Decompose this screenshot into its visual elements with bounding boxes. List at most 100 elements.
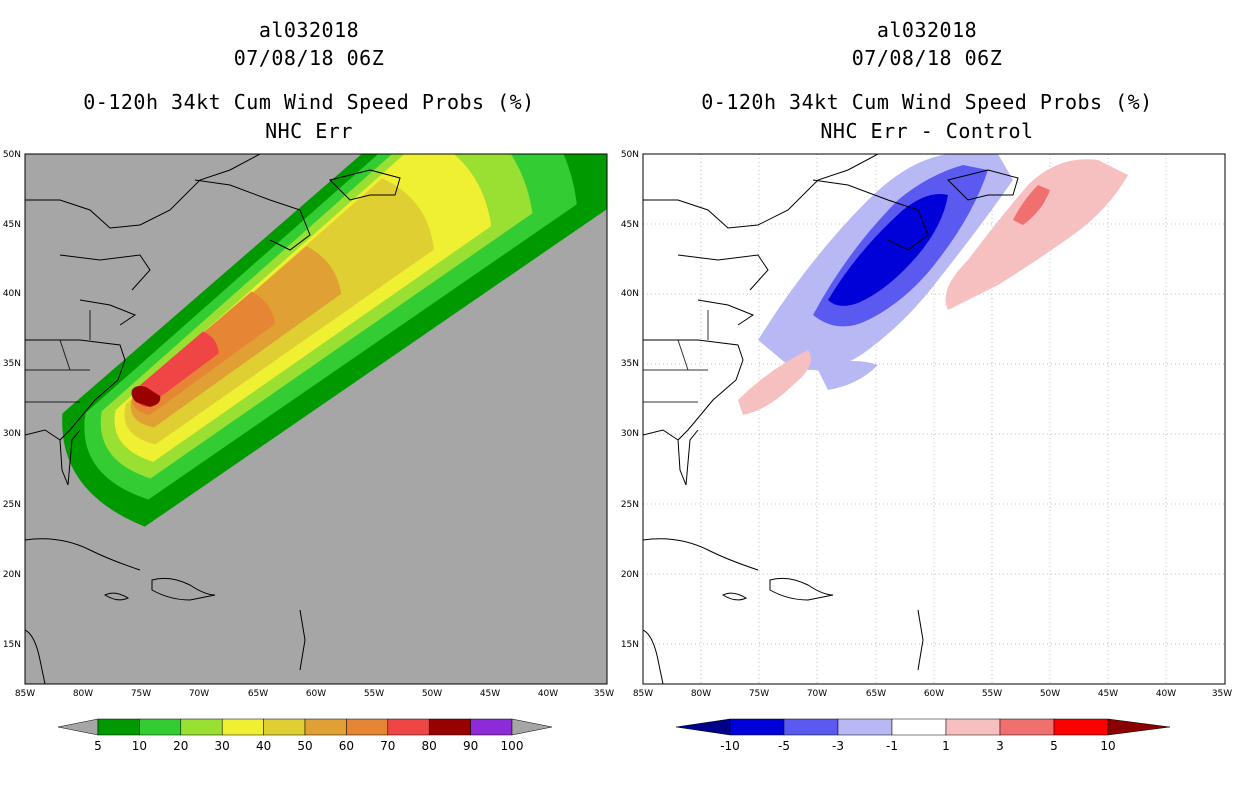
band-70 — [133, 331, 219, 408]
coastlines — [643, 154, 1019, 684]
lat-label: 20N — [621, 570, 639, 580]
lat-label: 40N — [3, 289, 21, 299]
probability-map: 85W 80W 75W 70W 65W 60W 55W 50W 45W 40W … — [3, 150, 614, 699]
map-frame — [642, 153, 1226, 685]
right-panel: al032018 07/08/18 06Z 0-120h 34kt Cum Wi… — [618, 0, 1236, 800]
lon-label: 65W — [866, 689, 886, 699]
colorbar-low-end — [57, 718, 99, 736]
colorbar-label: 10 — [1100, 739, 1115, 753]
colorbar-label: 1 — [942, 739, 950, 753]
colorbar-low-end — [675, 718, 731, 736]
colorbar-segment — [1053, 718, 1109, 736]
lon-label: 40W — [538, 689, 558, 699]
state-borders — [25, 310, 91, 403]
diff-plus-3 — [1013, 185, 1050, 225]
colorbar-high-end — [1107, 718, 1171, 736]
colorbar-segment — [837, 718, 893, 736]
lon-label: 35W — [1212, 689, 1232, 699]
lon-label: 55W — [364, 689, 384, 699]
colorbar-label: 90 — [463, 739, 478, 753]
colorbar-segment — [221, 718, 264, 736]
experiment-title: NHC Err — [265, 119, 353, 143]
lon-label: 70W — [189, 689, 209, 699]
experiment-title: NHC Err - Control — [820, 119, 1034, 143]
difference-map: 85W 80W 75W 70W 65W 60W 55W 50W 45W 40W … — [621, 150, 1232, 699]
colorbar-label: -3 — [832, 739, 844, 753]
colorbar-label: 40 — [256, 739, 271, 753]
colorbar-segment — [304, 718, 347, 736]
colorbar-segment — [139, 718, 182, 736]
lat-label: 35N — [3, 359, 21, 369]
colorbar-segment — [428, 718, 471, 736]
lon-label: 70W — [807, 689, 827, 699]
probability-swath — [62, 154, 607, 527]
colorbar-label: 30 — [215, 739, 230, 753]
colorbar-segment — [180, 718, 223, 736]
colorbar-segment — [387, 718, 430, 736]
colorbar-segment — [783, 718, 839, 736]
map-frame — [24, 153, 608, 685]
lon-label: 75W — [131, 689, 151, 699]
colorbar-label: 20 — [173, 739, 188, 753]
probability-colorbar: 5 10 20 30 40 50 60 70 80 90 100 — [57, 718, 553, 753]
product-title: 0-120h 34kt Cum Wind Speed Probs (%) — [701, 90, 1153, 114]
lat-axis: 15N 20N 25N 30N 35N 40N 45N 50N — [3, 150, 21, 650]
colorbar-label: 50 — [297, 739, 312, 753]
colorbar-segment — [346, 718, 389, 736]
colorbar-label: 10 — [132, 739, 147, 753]
colorbar-label: -5 — [778, 739, 790, 753]
lat-label: 50N — [3, 150, 21, 160]
lon-label: 85W — [15, 689, 35, 699]
difference-colorbar: -10 -5 -3 -1 1 3 5 10 — [675, 718, 1171, 753]
colorbar-segment — [945, 718, 1001, 736]
lat-label: 25N — [621, 500, 639, 510]
colorbar-label: 60 — [339, 739, 354, 753]
lon-label: 60W — [306, 689, 326, 699]
lat-label: 50N — [621, 150, 639, 160]
lat-label: 45N — [3, 220, 21, 230]
colorbar-label: 5 — [94, 739, 102, 753]
lat-label: 40N — [621, 289, 639, 299]
colorbar-high-end — [511, 718, 553, 736]
lon-label: 50W — [422, 689, 442, 699]
lon-label: 50W — [1040, 689, 1060, 699]
lat-axis: 15N 20N 25N 30N 35N 40N 45N 50N — [621, 150, 639, 650]
coastlines — [25, 154, 401, 684]
lon-label: 45W — [1098, 689, 1118, 699]
lat-label: 25N — [3, 500, 21, 510]
band-80 — [131, 386, 161, 407]
lat-label: 30N — [3, 429, 21, 439]
product-title: 0-120h 34kt Cum Wind Speed Probs (%) — [83, 90, 535, 114]
lon-label: 75W — [749, 689, 769, 699]
lat-label: 15N — [3, 640, 21, 650]
lon-label: 60W — [924, 689, 944, 699]
lat-label: 15N — [621, 640, 639, 650]
colorbar-segments — [729, 718, 1109, 736]
colorbar-segment — [729, 718, 785, 736]
lon-label: 80W — [691, 689, 711, 699]
storm-id-title: al032018 — [258, 18, 360, 42]
left-panel: al032018 07/08/18 06Z 0-120h 34kt Cum Wi… — [3, 18, 614, 753]
date-title: 07/08/18 06Z — [233, 46, 385, 70]
colorbar-label: 100 — [501, 739, 524, 753]
lon-label: 45W — [480, 689, 500, 699]
colorbar-label: 5 — [1050, 739, 1058, 753]
lon-label: 55W — [982, 689, 1002, 699]
lon-axis: 85W 80W 75W 70W 65W 60W 55W 50W 45W 40W … — [633, 689, 1232, 699]
lon-label: 35W — [594, 689, 614, 699]
state-borders — [643, 310, 709, 403]
colorbar-segment — [999, 718, 1055, 736]
lon-label: 40W — [1156, 689, 1176, 699]
lat-label: 35N — [621, 359, 639, 369]
lat-label: 45N — [621, 220, 639, 230]
colorbar-labels: -10 -5 -3 -1 1 3 5 10 — [720, 739, 1115, 753]
diff-minus-1 — [818, 361, 878, 390]
colorbar-label: -1 — [886, 739, 898, 753]
colorbar-segment — [97, 718, 140, 736]
lat-label: 20N — [3, 570, 21, 580]
storm-id-title: al032018 — [876, 18, 978, 42]
lon-label: 80W — [73, 689, 93, 699]
colorbar-label: 3 — [996, 739, 1004, 753]
diff-plus-1 — [738, 350, 811, 415]
colorbar-label: 70 — [380, 739, 395, 753]
